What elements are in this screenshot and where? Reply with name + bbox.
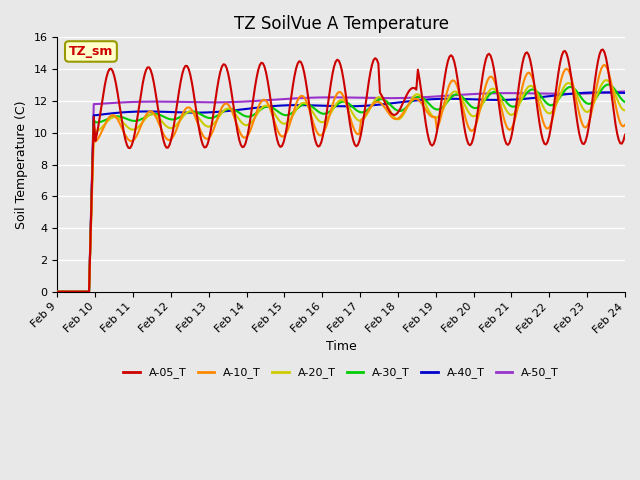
Legend: A-05_T, A-10_T, A-20_T, A-30_T, A-40_T, A-50_T: A-05_T, A-10_T, A-20_T, A-30_T, A-40_T, … <box>119 363 563 383</box>
Y-axis label: Soil Temperature (C): Soil Temperature (C) <box>15 100 28 229</box>
Title: TZ SoilVue A Temperature: TZ SoilVue A Temperature <box>234 15 449 33</box>
X-axis label: Time: Time <box>326 340 356 353</box>
Text: TZ_sm: TZ_sm <box>68 45 113 58</box>
